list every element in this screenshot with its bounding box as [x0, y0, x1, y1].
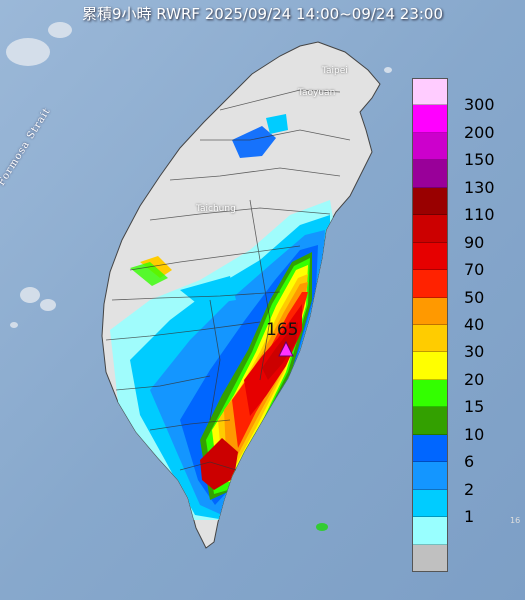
legend-label: 70 [464, 260, 485, 280]
legend-swatch [412, 489, 448, 518]
legend-label: 110 [464, 205, 495, 225]
legend-swatch [412, 352, 448, 380]
legend-label: 15 [464, 397, 485, 417]
legend-swatch [412, 434, 448, 463]
legend-swatch [412, 132, 448, 161]
legend-label: 2 [464, 479, 475, 499]
max-value-marker [278, 340, 294, 357]
legend-label: 20 [464, 369, 485, 389]
legend-label: 30 [464, 342, 485, 362]
legend-swatch [412, 462, 448, 490]
legend-label: 40 [464, 315, 485, 334]
legend-label: 1 [464, 507, 475, 527]
place-label-taipei: Taipei [322, 66, 348, 76]
legend-label: 90 [464, 232, 485, 252]
legend-label: 50 [464, 287, 485, 307]
legend-swatch [412, 297, 448, 325]
legend-swatch [412, 379, 448, 408]
legend-swatch [412, 325, 448, 353]
edge-label: 16 [510, 516, 521, 525]
rainfall-shading [110, 114, 340, 520]
legend-swatch [412, 187, 448, 216]
legend-swatch [412, 407, 448, 435]
legend-swatch [412, 160, 448, 188]
place-label-taoyuan: Taoyuan [298, 88, 336, 98]
legend-swatch [412, 544, 448, 572]
legend-swatch [412, 242, 448, 271]
legend-swatch [412, 215, 448, 243]
legend-label: 130 [464, 177, 495, 197]
legend-frame [412, 78, 448, 572]
taiwan-island [101, 41, 381, 549]
color-legend: 300 200 150 130 110 90 70 50 40 30 20 15 10 6 2 1 [412, 78, 522, 572]
max-value-label: 165 [266, 320, 299, 340]
map-title: 累積9小時 RWRF 2025/09/24 14:00~09/24 23:00 [81, 5, 444, 23]
offshore-islands [6, 22, 392, 328]
legend-swatch [412, 105, 448, 133]
legend-label: 300 [464, 95, 495, 115]
boundary-lines [105, 89, 351, 471]
place-label-taichung: Taichung [196, 204, 236, 214]
legend-label: 10 [464, 424, 485, 444]
legend-swatch [412, 517, 448, 545]
legend-label: 150 [464, 150, 495, 170]
legend-swatch [412, 270, 448, 298]
legend-label: 200 [464, 122, 495, 142]
legend-label: 6 [464, 452, 475, 472]
offshore-rain-patch [316, 523, 328, 531]
legend-swatch [412, 78, 448, 106]
